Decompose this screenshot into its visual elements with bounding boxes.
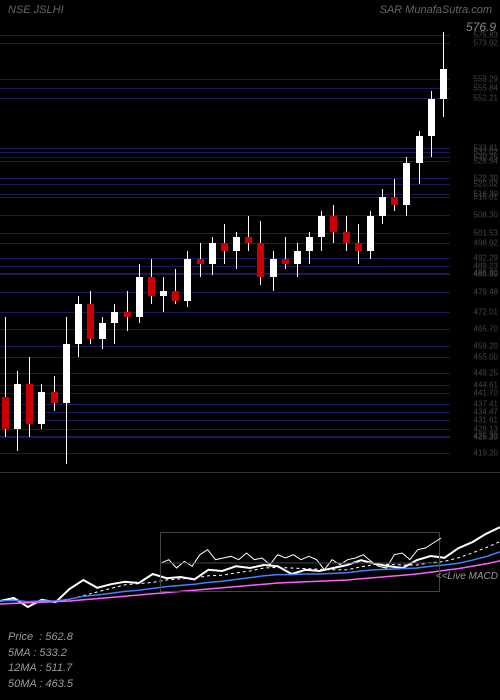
grid-label: 555.84 xyxy=(474,84,498,93)
grid-label: 498.02 xyxy=(474,238,498,247)
grid-label: 520.02 xyxy=(474,179,498,188)
grid-label: 573.02 xyxy=(474,38,498,47)
gridline xyxy=(0,312,450,313)
gridline xyxy=(0,233,450,234)
grid-label: 419.20 xyxy=(474,448,498,457)
macd-label: <<Live MACD xyxy=(436,571,498,582)
gridline xyxy=(0,43,450,44)
gridline xyxy=(0,292,450,293)
grid-label: 528.54 xyxy=(474,157,498,166)
gridline xyxy=(0,437,450,438)
gridline xyxy=(0,157,450,158)
gridline xyxy=(0,35,450,36)
gridline xyxy=(0,88,450,89)
ma5-label: 5MA xyxy=(8,647,30,659)
gridline xyxy=(0,258,450,259)
gridline xyxy=(0,412,450,413)
grid-label: 533.61 xyxy=(474,143,498,152)
ma5-value: 533.2 xyxy=(39,647,67,659)
grid-label: 508.30 xyxy=(474,211,498,220)
gridline xyxy=(0,79,450,80)
grid-label: 472.01 xyxy=(474,307,498,316)
gridline xyxy=(0,148,450,149)
gridline xyxy=(0,178,450,179)
source-label: SAR MunafaSutra.com xyxy=(380,4,493,16)
grid-label: 455.00 xyxy=(474,353,498,362)
grid-label: 479.48 xyxy=(474,288,498,297)
ma50-label: 50MA xyxy=(8,678,36,690)
ma12-label: 12MA xyxy=(8,662,36,674)
gridline xyxy=(0,453,450,454)
gridline xyxy=(0,184,450,185)
gridline xyxy=(0,98,450,99)
symbol-label: NSE JSLHI xyxy=(8,4,64,16)
price-value: 562.8 xyxy=(45,631,73,643)
macd-line xyxy=(161,538,441,570)
ma12-value: 511.7 xyxy=(46,662,73,674)
gridline xyxy=(0,404,450,405)
grid-label: 552.21 xyxy=(474,94,498,103)
gridline xyxy=(0,161,450,162)
ma50-value: 463.5 xyxy=(46,678,74,690)
grid-label: 501.53 xyxy=(474,229,498,238)
gridline xyxy=(0,420,450,421)
gridline xyxy=(0,274,450,275)
grid-label: 431.61 xyxy=(474,415,498,424)
grid-label: 486.39 xyxy=(474,269,498,278)
macd-panel xyxy=(160,532,440,592)
price-label: Price xyxy=(8,631,33,643)
grid-label: 449.25 xyxy=(474,368,498,377)
gridline xyxy=(0,152,450,153)
grid-label: 516.30 xyxy=(474,189,498,198)
candlestick-chart[interactable]: 575.83573.02559.29555.84552.21532.02533.… xyxy=(0,24,500,464)
chart-header: NSE JSLHI SAR MunafaSutra.com xyxy=(0,0,500,20)
grid-label: 425.20 xyxy=(474,432,498,441)
grid-label: 465.70 xyxy=(474,324,498,333)
grid-label: 441.70 xyxy=(474,388,498,397)
grid-label: 459.20 xyxy=(474,342,498,351)
indicator-chart[interactable]: <<Live MACD xyxy=(0,472,500,622)
info-box: Price : 562.8 5MA : 533.2 12MA : 511.7 5… xyxy=(8,630,73,692)
grid-label: 559.29 xyxy=(474,75,498,84)
gridline xyxy=(0,429,450,430)
gridline xyxy=(0,329,450,330)
gridline xyxy=(0,266,450,267)
